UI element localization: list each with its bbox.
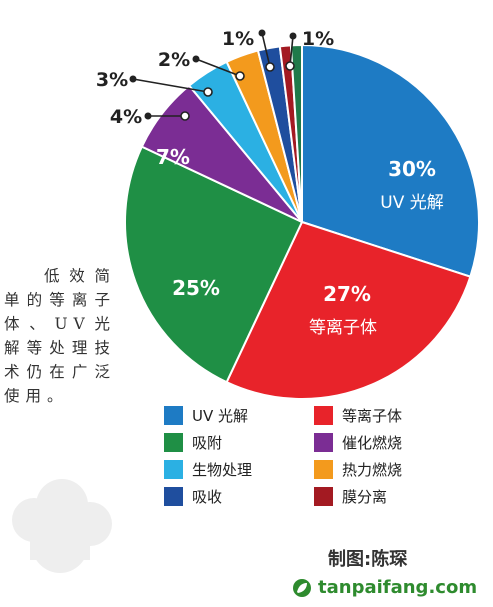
callout-anchor-absorption <box>235 71 245 81</box>
legend-label: 等离子体 <box>342 406 403 425</box>
legend-swatch <box>164 432 183 452</box>
legend-swatch <box>314 459 333 479</box>
callout-dot-thermal <box>129 75 137 83</box>
callout-dot-membrane <box>258 29 266 37</box>
callout-percent-bio: 4% <box>110 106 142 128</box>
callout-line-other-8 <box>289 35 294 67</box>
legend-label: UV 光解 <box>192 406 249 425</box>
legend-swatch <box>164 459 183 479</box>
callout-percent-absorption: 2% <box>158 49 190 71</box>
legend-label: 膜分离 <box>342 487 388 506</box>
brand-text: tanpaifang.com <box>318 577 478 598</box>
legend-label: 生物处理 <box>192 460 253 479</box>
callout-anchor-membrane <box>265 62 275 72</box>
callout-anchor-bio <box>180 111 190 121</box>
legend-item-plasma: 等离子体 <box>314 404 464 426</box>
callout-line-thermal <box>132 78 209 93</box>
pie-slice-plasma <box>225 220 472 400</box>
legend-swatch <box>314 432 333 452</box>
legend-label: 吸附 <box>192 433 223 452</box>
callout-percent-other-8: 1% <box>302 28 334 50</box>
legend-swatch <box>164 405 183 425</box>
legend-item-catalytic: 催化燃烧 <box>314 431 464 453</box>
legend-item-absorption: 吸收 <box>164 485 314 507</box>
callout-percent-membrane: 1% <box>222 28 254 50</box>
callout-percent-thermal: 3% <box>96 69 128 91</box>
chart-credit: 制图:陈琛 <box>328 549 408 570</box>
leaf-icon <box>293 578 311 597</box>
callout-line-absorption <box>195 58 241 77</box>
callout-dot-other-8 <box>289 32 297 40</box>
legend-item-adsorption: 吸附 <box>164 431 314 453</box>
slice-percent-uv: 30% <box>388 157 436 181</box>
pie-slice-uv <box>301 43 480 278</box>
pie-slice-adsorption <box>124 145 304 384</box>
callout-dot-absorption <box>192 55 200 63</box>
legend-item-uv: UV 光解 <box>164 404 314 426</box>
slice-percent-catalytic: 7% <box>156 145 190 169</box>
slice-percent-plasma: 27% <box>323 282 371 306</box>
legend-label: 吸收 <box>192 487 223 506</box>
callout-line-membrane <box>261 32 271 68</box>
legend-label: 热力燃烧 <box>342 460 403 479</box>
legend: UV 光解 等离子体吸附 催化燃烧生物处理 热力燃烧吸收 膜分离 <box>164 404 464 507</box>
callout-dot-bio <box>144 112 152 120</box>
pie-slice-other-8 <box>289 43 303 223</box>
legend-item-thermal: 热力燃烧 <box>314 458 464 480</box>
slice-percent-adsorption: 25% <box>172 276 220 300</box>
legend-swatch <box>314 405 333 425</box>
brand-watermark: tanpaifang.com <box>292 577 477 598</box>
slice-name-uv: UV 光解 <box>380 193 443 213</box>
legend-swatch <box>164 486 183 506</box>
callout-anchor-thermal <box>203 87 213 97</box>
callout-anchor-other-8 <box>285 61 295 71</box>
legend-item-bio: 生物处理 <box>164 458 314 480</box>
legend-label: 催化燃烧 <box>342 433 403 452</box>
slice-name-plasma: 等离子体 <box>309 318 377 338</box>
legend-item-membrane: 膜分离 <box>314 485 464 507</box>
cloud-decoration <box>12 479 112 573</box>
caption-text: 低效简单的等离子体、UV光解等处理技术仍在广泛使用。 <box>4 267 116 405</box>
legend-swatch <box>314 486 333 506</box>
